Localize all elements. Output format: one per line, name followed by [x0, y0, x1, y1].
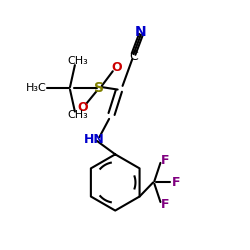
Text: N: N: [135, 25, 147, 39]
Text: F: F: [172, 176, 180, 189]
Text: O: O: [111, 61, 122, 74]
Text: HN: HN: [84, 133, 105, 146]
Text: F: F: [161, 198, 170, 211]
Text: O: O: [77, 102, 88, 114]
Text: C: C: [129, 50, 138, 63]
Text: CH₃: CH₃: [67, 110, 88, 120]
Text: H₃C: H₃C: [26, 83, 46, 93]
Text: CH₃: CH₃: [67, 56, 88, 66]
Text: S: S: [94, 81, 104, 95]
Text: F: F: [161, 154, 170, 167]
